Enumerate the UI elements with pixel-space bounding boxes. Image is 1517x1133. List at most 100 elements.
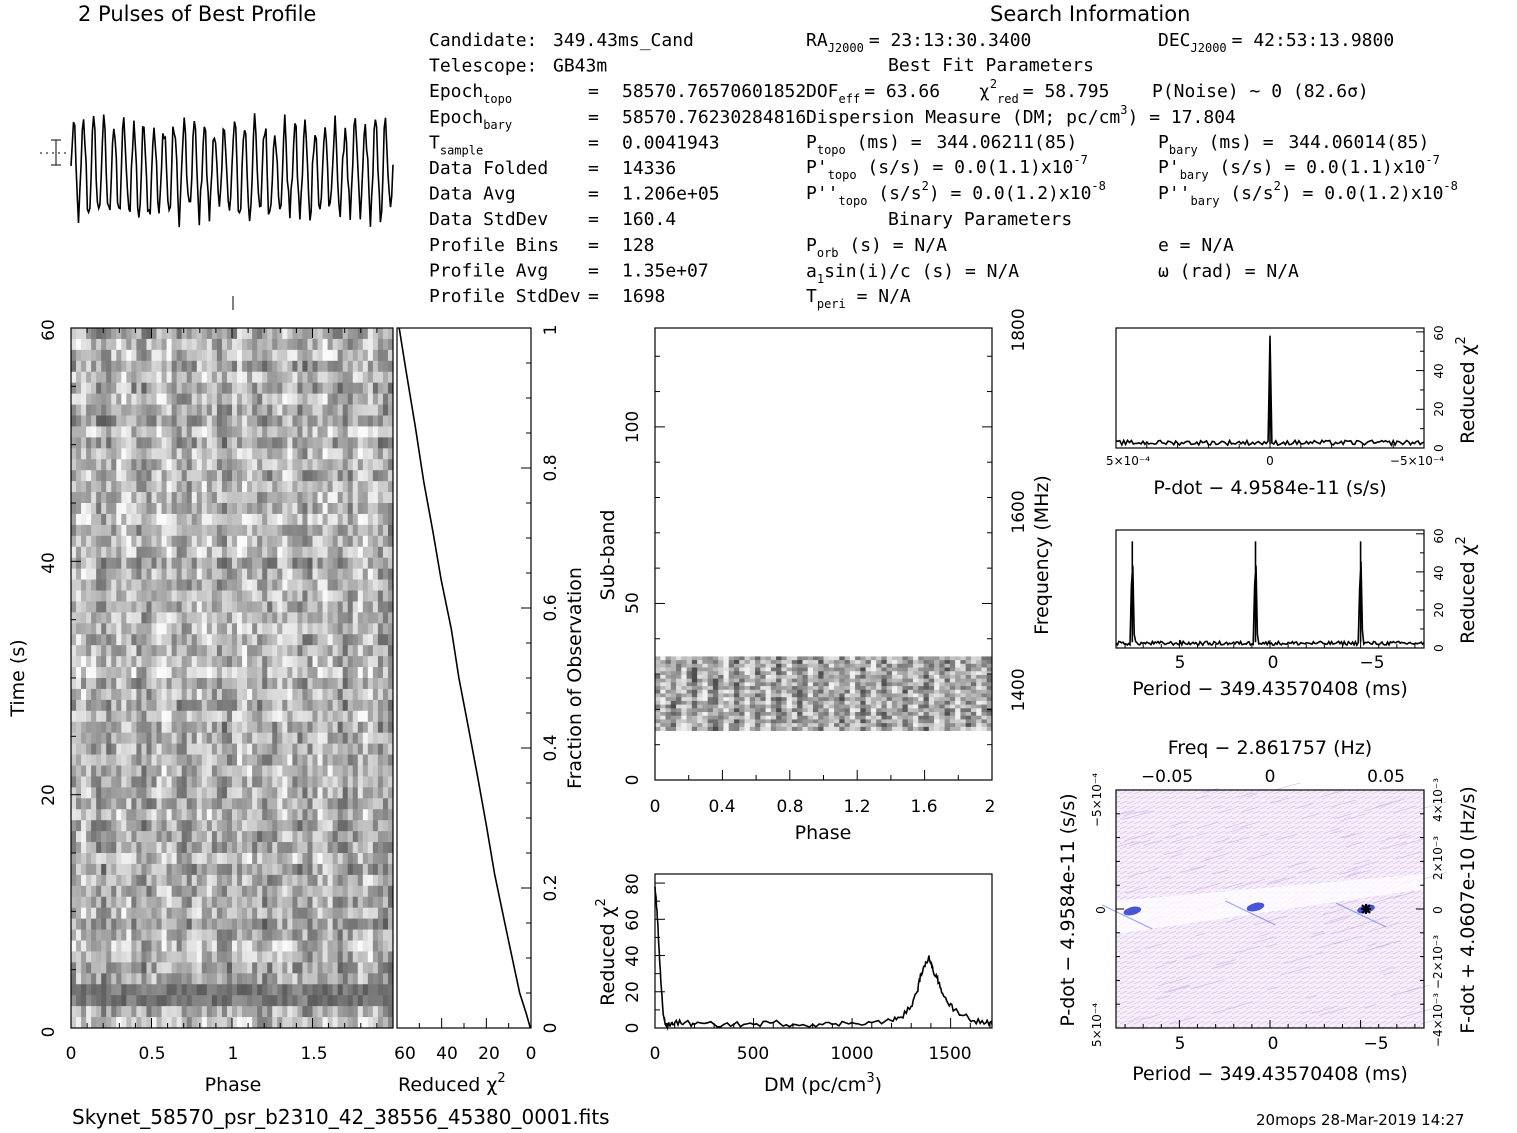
time-phase-cell: [362, 918, 369, 930]
time-phase-cell: [232, 809, 238, 821]
time-phase-cell: [176, 885, 183, 898]
time-phase-cell: [242, 459, 248, 471]
time-phase-cell: [292, 776, 298, 788]
subband-cell: [686, 682, 693, 687]
time-phase-cell: [257, 798, 263, 810]
time-phase-cell: [181, 382, 188, 395]
time-phase-cell: [327, 404, 334, 416]
time-phase-cell: [96, 732, 102, 745]
time-phase-cell: [221, 645, 228, 657]
time-phase-cell: [317, 579, 323, 591]
time-phase-cell: [146, 338, 152, 351]
time-phase-cell: [312, 579, 318, 591]
time-phase-cell: [96, 973, 102, 985]
time-phase-cell: [71, 382, 77, 395]
time-phase-cell: [232, 459, 238, 471]
time-phase-cell: [106, 448, 112, 460]
time-phase-cell: [116, 667, 122, 679]
time-phase-cell: [262, 863, 268, 876]
time-phase-cell: [247, 820, 253, 832]
time-phase-cell: [342, 382, 349, 395]
subband-cell: [865, 656, 872, 661]
time-phase-cell: [267, 918, 273, 930]
time-phase-cell: [282, 678, 288, 690]
subband-cell: [702, 686, 709, 691]
time-phase-cell: [146, 951, 152, 963]
time-phase-cell: [86, 535, 92, 548]
time-phase-cell: [96, 743, 102, 755]
time-phase-cell: [121, 524, 127, 537]
subband-cell: [755, 660, 761, 665]
time-phase-cell: [382, 754, 389, 766]
time-phase-cell: [176, 853, 183, 865]
time-phase-cell: [166, 568, 173, 580]
time-phase-cell: [176, 732, 183, 745]
subband-cell: [891, 678, 898, 683]
time-phase-cell: [176, 918, 183, 930]
subband-cell: [986, 667, 993, 672]
time-phase-cell: [81, 557, 87, 570]
time-phase-cell: [272, 885, 278, 898]
subband-cell: [707, 693, 714, 698]
time-phase-cell: [101, 492, 107, 504]
time-phase-cell: [131, 557, 137, 570]
time-phase-cell: [101, 371, 107, 384]
time-phase-cell: [302, 688, 308, 701]
time-phase-cell: [121, 568, 127, 580]
time-phase-cell: [242, 590, 248, 602]
subband-cell: [913, 660, 919, 665]
time-phase-cell: [116, 940, 122, 952]
time-phase-cell: [226, 645, 233, 657]
phase-tick-1: 1: [228, 1044, 239, 1064]
time-phase-cell: [171, 393, 178, 405]
time-phase-cell: [76, 645, 82, 657]
time-phase-cell: [237, 634, 243, 646]
time-phase-cell: [71, 1017, 77, 1029]
time-phase-cell: [312, 918, 318, 930]
time-phase-cell: [287, 874, 293, 887]
time-phase-cell: [221, 776, 228, 788]
subband-cell: [928, 693, 935, 698]
time-phase-cell: [221, 721, 228, 734]
time-phase-cell: [91, 874, 97, 887]
time-phase-cell: [191, 623, 198, 635]
time-phase-cell: [342, 896, 349, 909]
time-phase-cell: [136, 557, 142, 570]
subband-cell: [760, 667, 766, 672]
time-phase-cell: [141, 634, 147, 646]
time-phase-cell: [317, 885, 323, 898]
time-phase-cell: [156, 415, 162, 427]
time-phase-cell: [297, 623, 303, 635]
subband-cell: [776, 660, 782, 665]
time-phase-cell: [297, 513, 303, 526]
time-phase-cell: [237, 459, 243, 471]
subband-cell: [681, 689, 687, 694]
time-phase-cell: [191, 678, 198, 690]
time-phase-cell: [367, 853, 374, 865]
subband-cell: [655, 689, 661, 694]
time-phase-cell: [126, 634, 132, 646]
time-phase-cell: [181, 612, 188, 624]
time-phase-cell: [186, 929, 193, 941]
time-phase-cell: [247, 612, 253, 624]
subband-cell: [818, 667, 824, 672]
time-phase-cell: [201, 568, 208, 580]
time-phase-cell: [141, 995, 147, 1007]
time-phase-cell: [161, 754, 167, 766]
subband-cell: [707, 656, 714, 661]
time-phase-cell: [116, 907, 122, 920]
time-phase-cell: [136, 863, 142, 876]
time-phase-cell: [86, 776, 92, 788]
time-phase-cell: [206, 382, 213, 395]
time-phase-cell: [121, 612, 127, 624]
time-phase-cell: [337, 798, 344, 810]
time-phase-cell: [372, 776, 379, 788]
time-phase-cell: [206, 601, 213, 613]
time-phase-cell: [171, 371, 178, 384]
time-phase-cell: [106, 874, 112, 887]
time-phase-cell: [297, 634, 303, 646]
time-phase-cell: [196, 940, 203, 952]
time-phase-cell: [126, 338, 132, 351]
time-phase-cell: [216, 754, 223, 766]
time-phase-cell: [292, 481, 298, 493]
